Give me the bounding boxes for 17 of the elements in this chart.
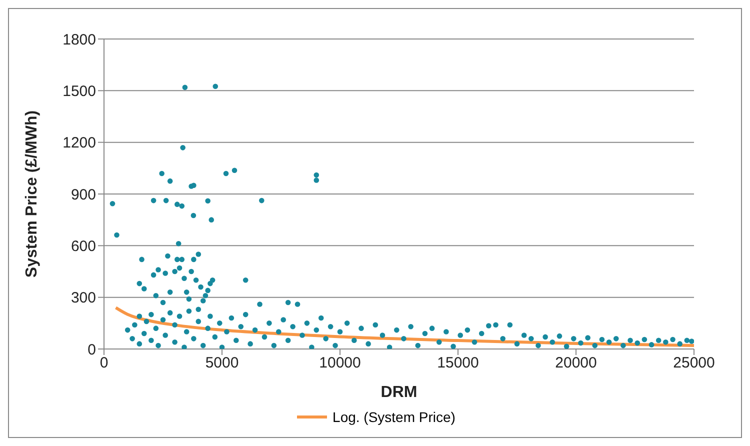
x-tick-label: 5000 xyxy=(205,354,239,372)
y-tick-label: 300 xyxy=(70,290,96,307)
x-tick-label: 20000 xyxy=(555,354,597,372)
x-tick-label: 25000 xyxy=(673,354,715,372)
line-series xyxy=(114,306,694,348)
y-tick-label: 1200 xyxy=(62,134,96,152)
y-tick-label: 1800 xyxy=(62,31,96,48)
x-axis-title: DRM xyxy=(380,384,418,401)
legend-label: Log. (System Price) xyxy=(332,409,456,425)
x-tick-label: 10000 xyxy=(319,354,361,372)
y-axis-title: System Price (£/MWh) xyxy=(24,110,41,278)
y-tick-label: 600 xyxy=(70,238,96,255)
x-tick-label: 0 xyxy=(100,354,108,372)
x-tick-label: 15000 xyxy=(437,354,479,372)
y-tick-label: 0 xyxy=(88,341,96,358)
y-tick-label: 1500 xyxy=(62,82,96,100)
y-tick-label: 900 xyxy=(70,186,96,204)
